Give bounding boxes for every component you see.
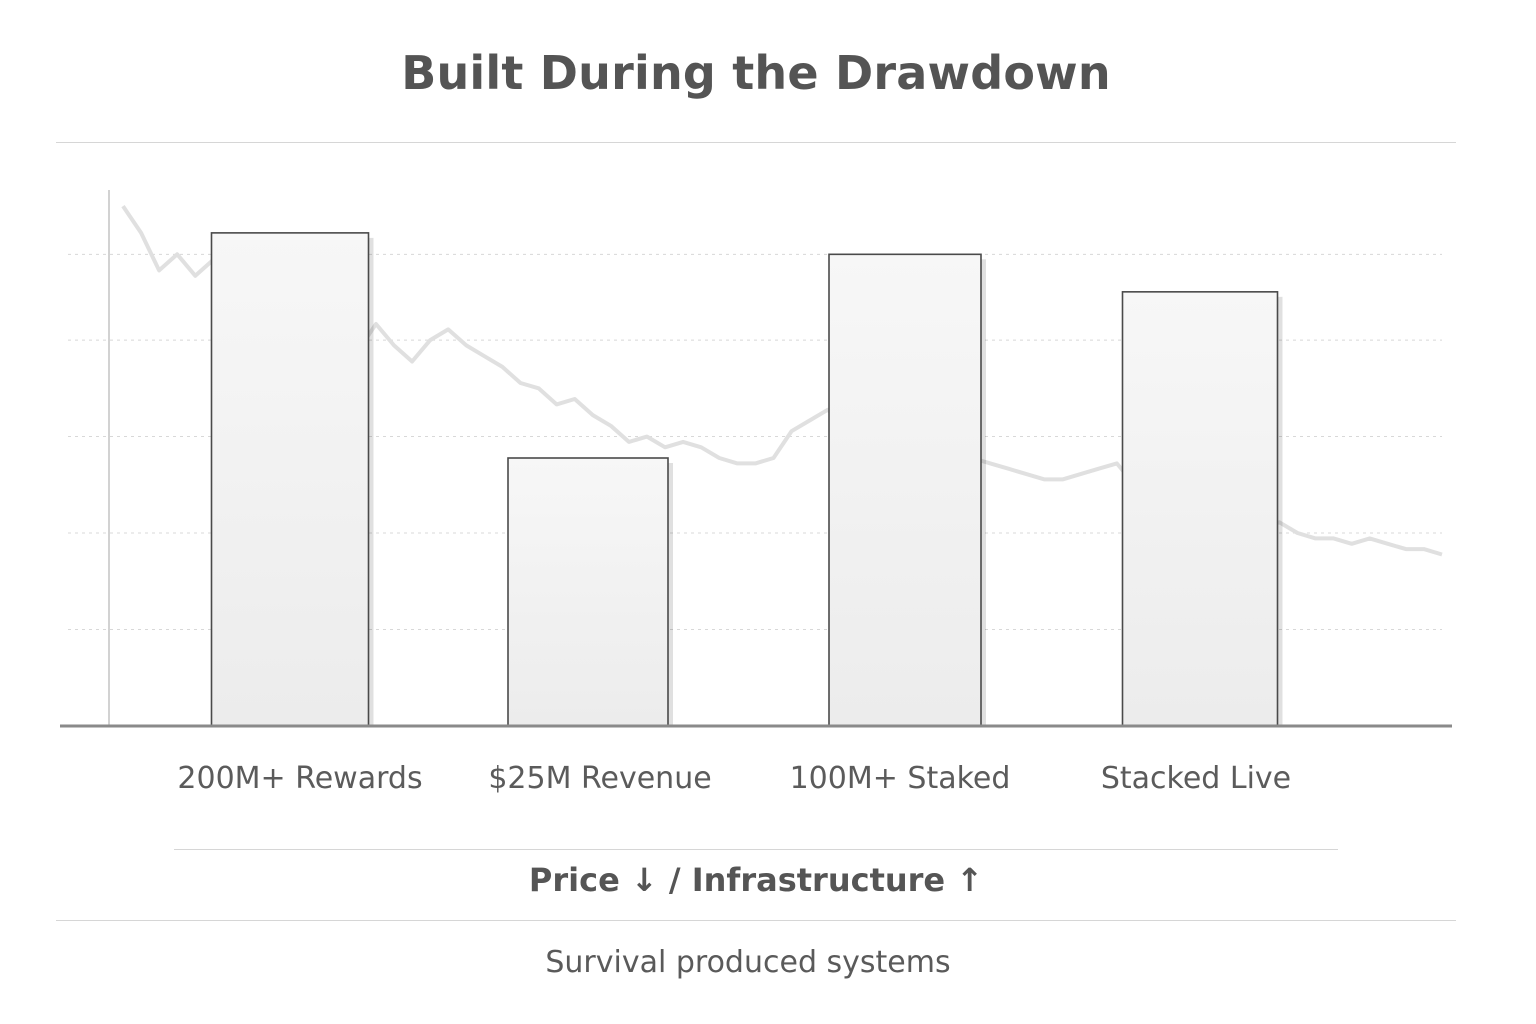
caption-divider [56, 920, 1456, 921]
category-label-stacked-live: Stacked Live [1101, 761, 1291, 796]
category-label-100m-staked: 100M+ Staked [790, 761, 1011, 796]
chart-title: Built During the Drawdown [401, 46, 1111, 100]
category-labels: 200M+ Rewards $25M Revenue 100M+ Staked Sta… [177, 761, 1291, 796]
chart-caption: Survival produced systems [545, 945, 951, 980]
bar-stacked-live [1121, 291, 1279, 727]
bars [210, 232, 1283, 727]
bar-100m-staked [828, 253, 982, 727]
chart-subtitle: Price ↓ / Infrastructure ↑ [528, 861, 984, 899]
grid-lines [68, 253, 1442, 631]
category-label-25m-revenue: $25M Revenue [488, 761, 711, 796]
bar-25m-revenue [507, 457, 669, 727]
category-label-200m-rewards: 200M+ Rewards [177, 761, 422, 796]
title-divider [56, 142, 1456, 143]
subtitle-divider [174, 849, 1338, 850]
bar-200m-rewards [210, 232, 370, 727]
